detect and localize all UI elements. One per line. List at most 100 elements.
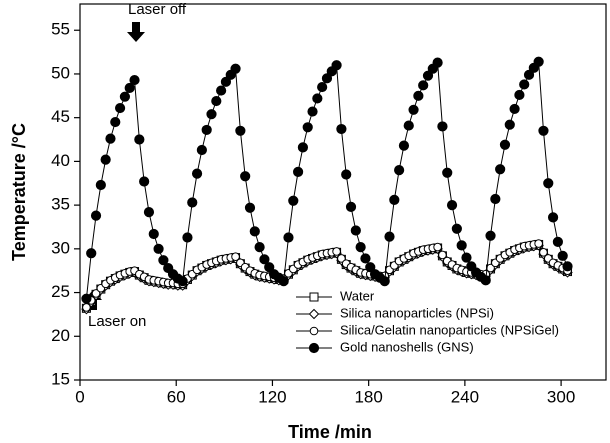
y-tick-label: 45	[51, 107, 70, 126]
x-tick-label: 60	[167, 387, 186, 406]
marker	[240, 171, 251, 182]
marker	[514, 89, 525, 101]
legend-label: Gold nanoshells (GNS)	[340, 339, 474, 354]
marker	[143, 207, 155, 218]
marker	[394, 165, 405, 176]
x-tick-label: 300	[547, 387, 575, 406]
marker	[110, 116, 121, 128]
marker	[360, 253, 371, 264]
marker	[201, 124, 212, 136]
marker	[81, 293, 92, 304]
marker	[124, 82, 135, 94]
marker	[317, 81, 328, 93]
x-tick-label: 0	[75, 387, 84, 406]
marker	[398, 140, 410, 151]
marker	[153, 243, 164, 254]
marker	[480, 275, 491, 286]
annotation: Laser on	[88, 313, 146, 330]
marker	[408, 104, 419, 115]
marker	[422, 70, 434, 81]
marker	[495, 164, 506, 175]
x-axis-label: Time /min	[288, 422, 372, 442]
y-tick-label: 30	[51, 238, 70, 257]
marker	[389, 194, 400, 205]
marker	[336, 123, 347, 135]
legend: Water Silica nanoparticles (NPSi) Silica/G…	[296, 288, 559, 354]
marker	[292, 166, 304, 177]
marker	[231, 252, 240, 262]
marker	[196, 144, 207, 156]
marker	[543, 178, 554, 189]
marker	[206, 109, 217, 120]
arrow-down	[127, 22, 145, 42]
marker	[129, 74, 140, 86]
marker	[461, 252, 472, 263]
marker	[539, 248, 548, 257]
marker	[562, 261, 573, 272]
marker	[91, 289, 101, 298]
legend-label: Silica nanoparticles (NPSi)	[340, 305, 494, 320]
marker	[114, 102, 126, 114]
marker	[345, 201, 357, 212]
marker	[254, 241, 265, 253]
marker	[308, 342, 320, 354]
marker	[220, 76, 232, 87]
x-tick-label: 120	[258, 387, 286, 406]
marker	[432, 57, 443, 68]
marker	[403, 120, 414, 131]
marker	[538, 125, 549, 136]
y-tick-label: 55	[51, 20, 70, 39]
marker	[191, 168, 203, 179]
marker	[235, 125, 246, 136]
legend-label: Silica/Gelatin nanoparticles (NPSiGel)	[340, 322, 559, 337]
marker	[278, 276, 289, 287]
marker	[504, 119, 515, 130]
marker	[438, 250, 447, 260]
marker	[379, 276, 390, 287]
y-tick-label: 35	[51, 195, 70, 214]
series	[81, 56, 573, 304]
marker	[499, 139, 511, 150]
marker	[355, 241, 366, 253]
marker	[321, 73, 333, 84]
legend-label: Water	[340, 288, 375, 303]
y-tick-label: 25	[51, 282, 70, 301]
marker	[341, 169, 352, 180]
y-axis-label: Temperature /°C	[9, 123, 29, 261]
marker	[90, 210, 102, 221]
marker	[446, 200, 458, 211]
marker	[119, 91, 131, 102]
y-tick-label: 40	[51, 151, 70, 170]
marker	[552, 236, 563, 247]
marker	[134, 134, 145, 145]
marker	[148, 228, 159, 240]
marker	[211, 95, 222, 107]
y-tick-label: 15	[51, 369, 70, 388]
marker	[100, 154, 111, 165]
marker	[547, 212, 559, 223]
y-tick-label: 50	[51, 63, 70, 82]
marker	[456, 240, 467, 251]
marker	[309, 326, 319, 336]
marker	[442, 167, 453, 178]
marker	[177, 276, 188, 287]
marker	[519, 79, 530, 90]
marker	[533, 56, 544, 67]
marker	[307, 106, 318, 117]
marker	[509, 103, 520, 115]
x-tick-label: 180	[354, 387, 382, 406]
marker	[86, 248, 97, 259]
marker	[534, 239, 543, 248]
marker	[264, 262, 275, 273]
marker	[384, 231, 395, 242]
marker	[332, 247, 341, 256]
marker	[557, 250, 568, 261]
marker	[182, 232, 193, 243]
annotation: Laser off	[128, 1, 187, 18]
marker	[433, 242, 442, 252]
marker	[139, 176, 150, 187]
marker	[158, 255, 169, 266]
marker	[105, 133, 116, 144]
marker	[297, 142, 309, 153]
